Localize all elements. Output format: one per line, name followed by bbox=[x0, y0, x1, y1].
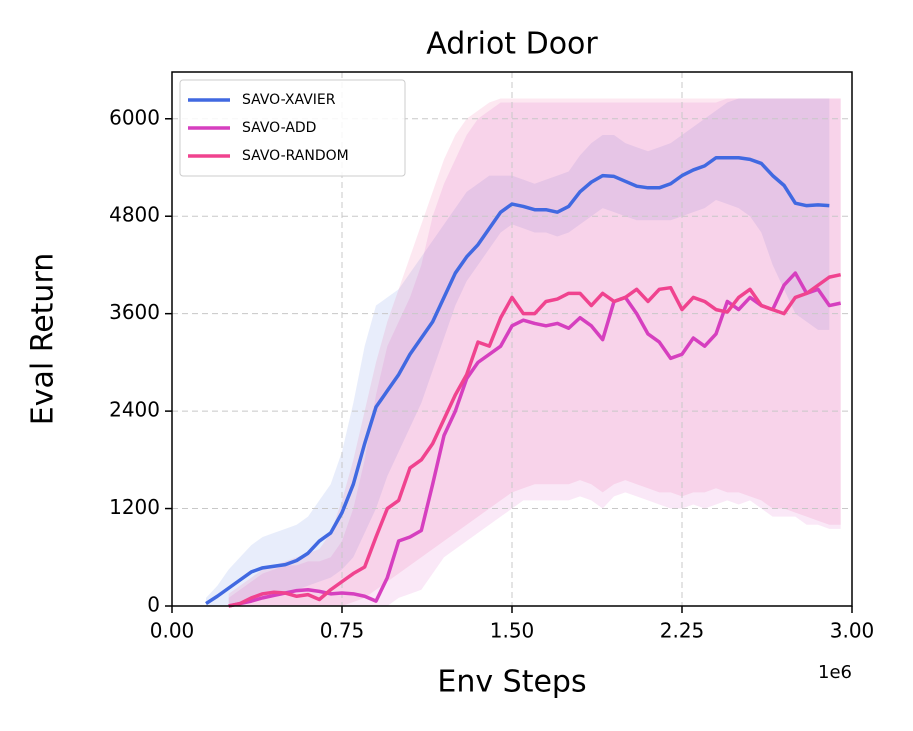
x-tick-label: 1.50 bbox=[490, 619, 535, 643]
y-axis-label: Eval Return bbox=[26, 253, 61, 426]
legend-label: SAVO-ADD bbox=[242, 120, 316, 136]
confidence-band bbox=[228, 98, 841, 606]
ticks: 0 1200 2400 3600 4800 6000 0.00 0.75 1.50 2.25 3.0… bbox=[109, 105, 874, 642]
bands bbox=[206, 98, 841, 606]
x-tick-label: 0.75 bbox=[320, 619, 365, 643]
y-tick-label: 1200 bbox=[109, 495, 160, 519]
lines bbox=[205, 156, 842, 608]
y-tick-label: 3600 bbox=[109, 300, 160, 324]
x-axis-label: Env Steps bbox=[437, 665, 586, 700]
legend-label: SAVO-XAVIER bbox=[242, 92, 336, 108]
y-tick-label: 6000 bbox=[109, 105, 160, 129]
legend-box bbox=[179, 79, 406, 177]
y-tick-label: 0 bbox=[147, 593, 160, 617]
series-line bbox=[228, 272, 842, 608]
confidence-band bbox=[206, 98, 830, 606]
series-line bbox=[205, 156, 830, 606]
x-tick-label: 2.25 bbox=[660, 619, 705, 643]
x-offset-label: 1e6 bbox=[818, 662, 852, 683]
legend: SAVO-XAVIER SAVO-ADD SAVO-RANDOM bbox=[179, 79, 406, 177]
x-tick-label: 0.00 bbox=[150, 619, 195, 643]
chart-title: Adriot Door bbox=[426, 27, 598, 62]
legend-label: SAVO-RANDOM bbox=[242, 148, 349, 164]
series-line bbox=[228, 271, 842, 608]
y-tick-label: 4800 bbox=[109, 203, 160, 227]
x-tick-label: 3.00 bbox=[830, 619, 875, 643]
confidence-band bbox=[228, 98, 841, 606]
y-tick-label: 2400 bbox=[109, 398, 160, 422]
